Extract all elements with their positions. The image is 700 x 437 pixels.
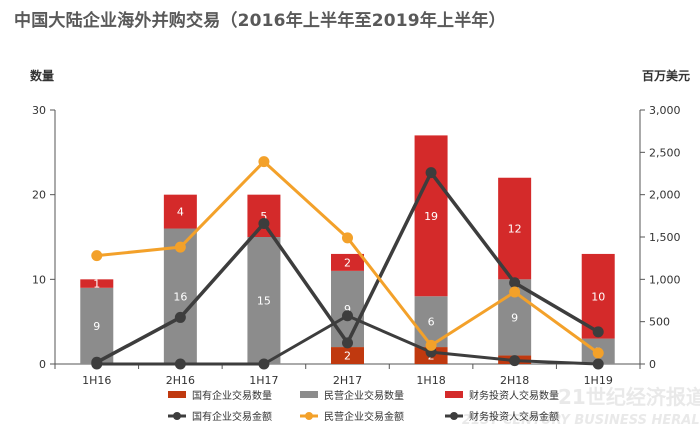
legend-label: 财务投资人交易金额 xyxy=(469,410,559,423)
bar-data-label: 16 xyxy=(173,290,187,303)
bar-data-label: 15 xyxy=(257,295,271,308)
x-tick-label: 1H16 xyxy=(82,374,111,387)
lines xyxy=(91,156,604,370)
right-tick-label: 500 xyxy=(649,316,670,329)
legend-label: 民营企业交易数量 xyxy=(324,389,404,402)
bar-segment xyxy=(331,270,364,348)
left-tick-label: 10 xyxy=(32,273,46,286)
series-point xyxy=(342,337,353,349)
bar-segment xyxy=(80,287,114,364)
left-tick-label: 20 xyxy=(32,189,46,202)
legend-label: 国有企业交易数量 xyxy=(192,389,272,402)
left-tick-label: 30 xyxy=(32,104,46,117)
legend-swatch xyxy=(300,391,318,398)
chart-title: 中国大陆企业海外并购交易（2016年上半年至2019年上半年） xyxy=(14,11,506,31)
bar-data-label: 10 xyxy=(591,290,605,303)
series-point xyxy=(91,356,103,368)
x-tick-label: 1H17 xyxy=(249,374,278,387)
bar-data-label: 4 xyxy=(177,206,184,219)
x-tick-label: 2H18 xyxy=(500,374,529,387)
watermark-en: 21ST CENTURY BUSINESS HERALD xyxy=(462,413,700,428)
series-point xyxy=(509,277,521,289)
watermark: 21世纪经济报道 21ST CENTURY BUSINESS HERALD xyxy=(462,385,700,428)
legend-swatch xyxy=(445,391,463,398)
series-point xyxy=(592,326,604,338)
right-axis-label: 百万美元 xyxy=(642,68,690,83)
bar-data-label: 9 xyxy=(344,303,351,316)
bar-segment xyxy=(331,347,364,364)
left-tick-label: 0 xyxy=(39,358,46,371)
legend-marker xyxy=(450,412,458,420)
right-tick-label: 1,000 xyxy=(649,273,681,286)
bar-data-label: 5 xyxy=(260,210,267,223)
right-tick-label: 1,500 xyxy=(649,231,681,244)
x-tick-label: 2H17 xyxy=(333,374,362,387)
axes: 0 10 20 30 0 500 1,000 1,500 2,000 2,500 3,000 1H16… xyxy=(32,104,681,387)
series-point xyxy=(174,241,186,253)
bar-segment xyxy=(247,194,281,237)
series-point xyxy=(258,217,270,229)
legend-label: 民营企业交易金额 xyxy=(324,410,404,423)
bar-segment xyxy=(498,177,532,280)
series-point xyxy=(425,167,437,179)
series-point xyxy=(91,250,103,262)
series-point xyxy=(592,347,604,359)
series-point xyxy=(509,355,521,367)
bar-segment xyxy=(247,237,281,364)
bar-segment xyxy=(414,135,448,297)
series-point xyxy=(342,310,353,322)
series-point xyxy=(174,311,186,323)
bar-data-label: 2 xyxy=(344,256,351,269)
series-point xyxy=(258,358,270,370)
series-point xyxy=(258,156,270,168)
right-tick-label: 2,000 xyxy=(649,189,681,202)
series-point xyxy=(342,232,353,244)
bar-data-label: 9 xyxy=(93,320,100,333)
legend-marker xyxy=(173,412,181,420)
legend-label: 国有企业交易金额 xyxy=(192,410,272,423)
x-tick-label: 2H16 xyxy=(166,374,195,387)
series-point xyxy=(592,358,604,370)
legend-label: 财务投资人交易数量 xyxy=(469,389,559,402)
series-point xyxy=(425,339,437,351)
series-point xyxy=(509,286,521,298)
bar-data-label: 9 xyxy=(511,311,518,324)
bar-data-label: 2 xyxy=(344,350,351,363)
x-tick-label: 1H19 xyxy=(584,374,613,387)
bar-segment xyxy=(163,194,197,229)
right-tick-label: 2,500 xyxy=(649,146,681,159)
bar-data-label: 6 xyxy=(428,316,435,329)
bar-segment xyxy=(331,253,364,271)
bar-segment xyxy=(80,279,114,288)
bar-data-label: 1 xyxy=(93,278,100,291)
legend-marker xyxy=(305,412,313,420)
bar-data-label: 12 xyxy=(508,223,522,236)
series-point xyxy=(174,358,186,370)
right-tick-label: 0 xyxy=(649,358,656,371)
x-tick-label: 1H18 xyxy=(416,374,445,387)
bar-data-label: 19 xyxy=(424,210,438,223)
right-tick-label: 3,000 xyxy=(649,104,681,117)
left-axis-label: 数量 xyxy=(30,68,54,83)
watermark-cn: 21世纪经济报道 xyxy=(558,385,700,409)
legend-swatch xyxy=(168,391,186,398)
